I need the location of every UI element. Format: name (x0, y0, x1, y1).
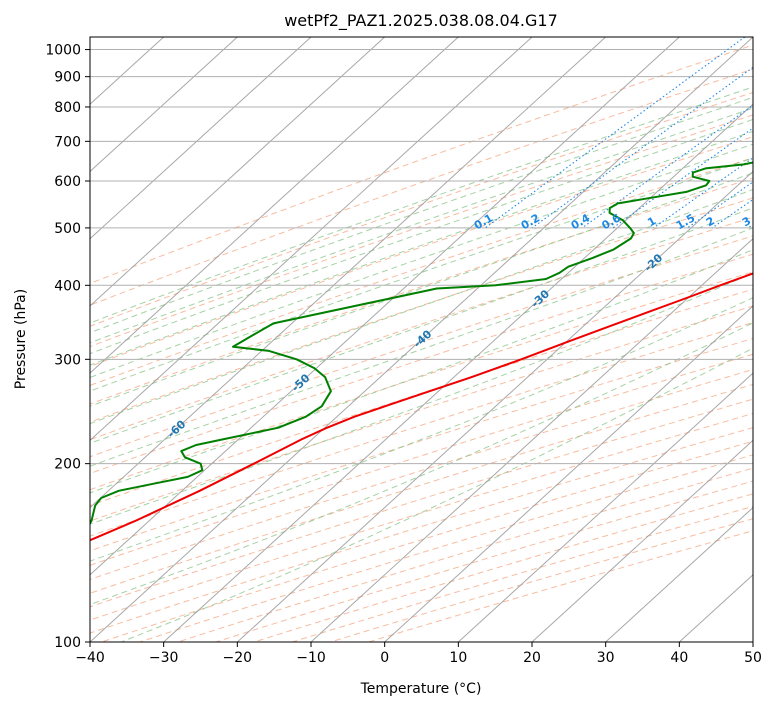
mixing-ratio-line (653, 157, 753, 229)
mixing-ratio-lines (484, 37, 753, 229)
y-tick-label: 600 (54, 174, 81, 190)
moist-adiabat-line (90, 172, 753, 407)
isotherm-line (384, 305, 753, 642)
mixing-ratio-label: 3 (740, 214, 753, 229)
mixing-ratio-label: 2 (704, 214, 717, 229)
isotherm-label: -10 (749, 220, 773, 243)
isotherm-line (90, 37, 607, 509)
moist-adiabat-line (90, 118, 753, 355)
isotherms (90, 37, 753, 642)
dewpoint-line (90, 161, 753, 525)
y-axis: 1000 900 800 700 600 500 400 300 200 100 (45, 43, 90, 651)
dry-adiabat-line (90, 114, 753, 348)
y-tick-label: 500 (54, 221, 81, 237)
y-tick-label: 100 (54, 635, 81, 651)
x-tick-label: −10 (296, 650, 326, 666)
mixing-ratio-line (484, 37, 746, 229)
moist-adiabat-line (90, 297, 753, 562)
dry-adiabat-line (90, 91, 753, 327)
x-tick-label: 30 (597, 650, 615, 666)
profile-lines (90, 161, 753, 542)
dry-adiabat-line (90, 44, 753, 285)
isotherm-line (236, 170, 753, 642)
x-axis: −40 −30 −20 −10 0 10 20 30 40 50 (75, 642, 762, 666)
moist-adiabat-line (90, 96, 753, 334)
isotherm-line (90, 37, 312, 240)
x-tick-label: −40 (75, 650, 105, 666)
dry-adiabat-line (254, 493, 753, 642)
y-tick-label: 1000 (45, 43, 81, 59)
isobars (90, 49, 753, 642)
x-tick-label: −30 (149, 650, 179, 666)
y-axis-label: Pressure (hPa) (13, 289, 29, 389)
mixing-ratio-line (747, 223, 753, 229)
moist-adiabat-line (90, 322, 753, 606)
isotherm-line (90, 37, 459, 374)
dry-adiabat-line (90, 321, 753, 537)
moist-adiabat-line (90, 227, 753, 467)
isotherm-line (90, 37, 386, 307)
moist-adiabat-line (121, 347, 753, 642)
x-tick-label: 10 (449, 650, 467, 666)
isotherm-line (605, 506, 753, 642)
y-tick-label: 800 (54, 100, 81, 116)
x-tick-label: 50 (744, 650, 762, 666)
x-tick-label: −20 (223, 650, 253, 666)
isotherm-line (310, 237, 753, 642)
dry-adiabat-line (90, 368, 753, 580)
isotherm-line (90, 37, 680, 576)
dry-adiabat-line (292, 505, 753, 642)
dry-adiabat-line (330, 518, 753, 642)
mixing-ratio-label: 4 (767, 214, 775, 229)
isotherm-line (90, 37, 238, 173)
x-tick-label: 40 (670, 650, 688, 666)
moist-adiabat-line (90, 130, 753, 366)
dry-adiabat-line (101, 440, 753, 642)
mixing-ratio-label: 0.6 (600, 211, 624, 232)
plot-area: -100-90-80-70-60-50-40-30-20-10010203040… (90, 37, 775, 642)
dry-adiabat-line (90, 68, 753, 306)
temperature-line (90, 272, 753, 542)
mixing-ratio-line (581, 104, 753, 229)
moist-adiabat-line (90, 107, 753, 344)
mixing-ratio-label: 0.2 (519, 211, 542, 232)
moist-adiabat-line (90, 189, 753, 425)
isotherm-line (457, 372, 753, 642)
dry-adiabat-line (90, 353, 753, 566)
dry-adiabats (90, 44, 753, 642)
mixing-ratio-label: 0.4 (569, 211, 593, 232)
isotherm-line (90, 37, 533, 442)
y-tick-label: 900 (54, 70, 81, 86)
isotherm-line (163, 103, 753, 642)
y-tick-label: 400 (54, 278, 81, 294)
chart-title: wetPf2_PAZ1.2025.038.08.04.G17 (284, 11, 558, 31)
plot-frame (89, 36, 754, 643)
x-axis-label: Temperature (°C) (360, 681, 482, 697)
dry-adiabat-line (177, 467, 753, 642)
dry-adiabat-line (90, 177, 753, 405)
moist-adiabat-line (90, 143, 753, 379)
moist-adiabat-line (90, 157, 753, 392)
x-tick-label: 0 (380, 650, 389, 666)
x-tick-label: 20 (523, 650, 541, 666)
moist-adiabat-line (90, 207, 753, 444)
mixing-ratio-line (687, 181, 753, 229)
mixing-ratio-label: 1.5 (674, 211, 697, 232)
y-tick-label: 700 (54, 134, 81, 150)
isotherm-line (752, 641, 753, 642)
moist-adiabat-line (90, 86, 753, 324)
moist-adiabats (90, 86, 753, 642)
y-tick-label: 300 (54, 352, 81, 368)
dry-adiabat-line (90, 305, 753, 522)
y-tick-label: 200 (54, 457, 81, 473)
isotherm-line (531, 439, 753, 642)
isotherm-line (90, 37, 753, 642)
dry-adiabat-line (90, 216, 753, 441)
mixing-ratio-line (531, 66, 753, 229)
